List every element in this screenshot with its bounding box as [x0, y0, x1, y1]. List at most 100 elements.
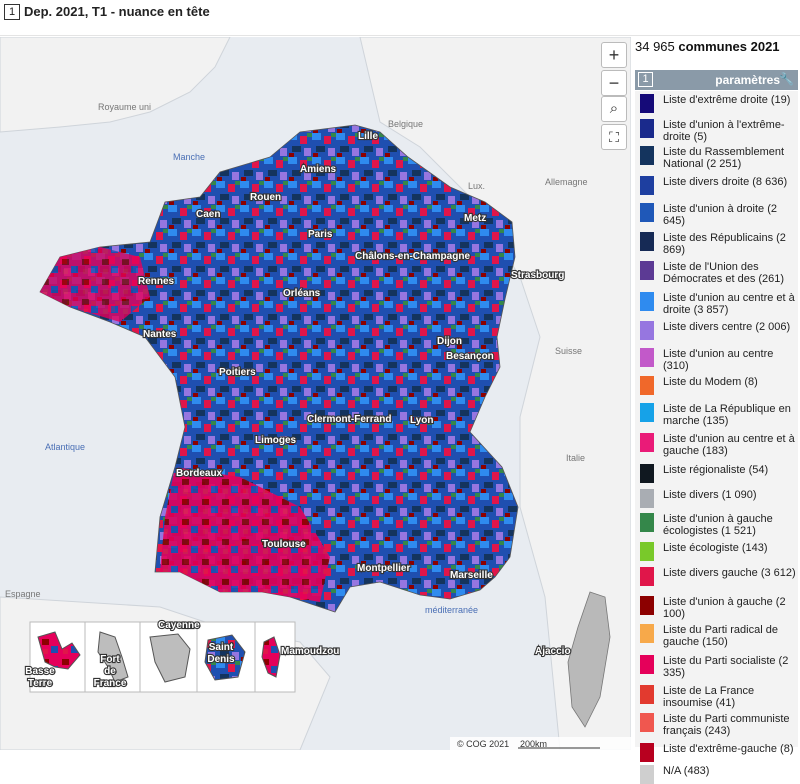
legend-swatch [640, 513, 654, 532]
legend-swatch [640, 464, 654, 483]
legend-label: Liste régionaliste (54) [663, 464, 769, 476]
legend-swatch [640, 685, 654, 704]
legend-panel: 34 965 communes 2021 1 paramètres 🔧 List… [633, 37, 800, 784]
zoom-out-button[interactable]: − [601, 70, 627, 96]
legend-swatch [640, 567, 654, 586]
label-atlantique: Atlantique [45, 442, 85, 452]
legend-label: Liste d'union à gauche écologistes (1 52… [663, 513, 773, 537]
legend-label: Liste divers droite (8 636) [663, 176, 788, 188]
legend-label: Liste d'union à l'extrême-droite (5) [663, 119, 785, 143]
label-it: Italie [566, 453, 585, 463]
legend-label: Liste de l'Union des Démocrates et des (… [663, 261, 785, 285]
legend-label: Liste divers centre (2 006) [663, 321, 791, 333]
legend-label: N/A (483) [663, 765, 710, 777]
guyane-inset[interactable] [149, 633, 191, 683]
label-med: méditerranée [425, 605, 478, 615]
search-icon[interactable]: ⌕ [601, 96, 627, 122]
legend-swatch [640, 376, 654, 395]
legend-swatch [640, 765, 654, 784]
legend-swatch [640, 321, 654, 340]
parameters-bar[interactable]: 1 paramètres 🔧 [635, 70, 798, 90]
legend-label: Liste d'extrême-gauche (8) [663, 743, 794, 755]
inset-fort-de-france: Fort de France [94, 654, 127, 689]
legend-swatch [640, 146, 654, 165]
legend-swatch [640, 655, 654, 674]
attribution: © COG 2021 [457, 739, 509, 749]
scale-label: 200km [520, 739, 547, 749]
legend-list: Liste d'extrême droite (19) Liste d'union… [635, 91, 798, 784]
legend-label: Liste du Rassemblement National (2 251) [663, 146, 785, 170]
city-dijon: Dijon [437, 336, 462, 347]
mayotte-inset[interactable] [261, 636, 281, 678]
legend-swatch [640, 403, 654, 422]
label-es: Espagne [5, 589, 41, 599]
legend-label: Liste divers (1 090) [663, 489, 757, 501]
legend-label: Liste du Modem (8) [663, 376, 758, 388]
zoom-in-button[interactable]: + [601, 42, 627, 68]
city-metz: Metz [464, 213, 486, 224]
legend-swatch [640, 94, 654, 113]
legend-swatch [640, 596, 654, 615]
city-nantes: Nantes [143, 329, 177, 340]
city-rouen: Rouen [250, 192, 281, 203]
city-ajaccio: Ajaccio [535, 646, 571, 657]
corsica[interactable] [567, 591, 611, 728]
communes-count: 34 965 communes 2021 [635, 39, 780, 54]
legend-label: Liste de La France insoumise (41) [663, 685, 755, 709]
martinique-inset[interactable] [97, 631, 129, 683]
legend-label: Liste d'extrême droite (19) [663, 94, 791, 106]
france-mainland[interactable] [39, 124, 519, 613]
city-amiens: Amiens [300, 164, 337, 175]
city-limoges: Limoges [255, 435, 297, 446]
fullscreen-icon[interactable]: ⛶ [601, 124, 627, 150]
label-be: Belgique [388, 119, 423, 129]
city-besancon: Besançon [446, 351, 494, 362]
city-strasbourg: Strasbourg [511, 270, 564, 281]
params-label[interactable]: paramètres [715, 73, 780, 87]
legend-label: Liste divers gauche (3 612) [663, 567, 796, 579]
label-manche: Manche [173, 152, 205, 162]
legend-swatch [640, 713, 654, 732]
legend-swatch [640, 348, 654, 367]
legend-swatch [640, 489, 654, 508]
legend-swatch [640, 433, 654, 452]
city-caen: Caen [196, 209, 220, 220]
city-lyon: Lyon [410, 415, 434, 426]
city-marseille: Marseille [450, 570, 493, 581]
city-orleans: Orléans [283, 288, 321, 299]
city-toulouse: Toulouse [262, 539, 306, 550]
brittany-region [40, 247, 150, 322]
map-area[interactable]: Royaume uni Belgique Lux. Allemagne Suis… [0, 37, 631, 750]
label-de: Allemagne [545, 177, 588, 187]
city-bordeaux: Bordeaux [176, 468, 223, 479]
guadeloupe-inset[interactable] [37, 631, 81, 670]
legend-label: Liste écologiste (143) [663, 542, 768, 554]
legend-swatch [640, 292, 654, 311]
city-rennes: Rennes [138, 276, 175, 287]
legend-swatch [640, 542, 654, 561]
inset-basse-terre: Basse Terre [25, 666, 55, 689]
legend-swatch [640, 261, 654, 280]
legend-label: Liste d'union au centre et à droite (3 8… [663, 292, 795, 316]
legend-label: Liste du Parti communiste français (243) [663, 713, 790, 737]
reunion-inset[interactable] [204, 634, 246, 681]
view-number[interactable]: 1 [4, 4, 20, 20]
wrench-icon[interactable]: 🔧 [779, 72, 794, 86]
params-number[interactable]: 1 [638, 72, 653, 87]
legend-label: Liste d'union au centre et à gauche (183… [663, 433, 795, 457]
label-uk: Royaume uni [98, 102, 151, 112]
inset-mamoudzou: Mamoudzou [281, 646, 339, 657]
city-lille: Lille [358, 131, 378, 142]
city-chalons: Châlons-en-Champagne [355, 251, 470, 262]
uk-landmass [0, 37, 231, 133]
legend-label: Liste d'union à gauche (2 100) [663, 596, 786, 620]
city-clermont: Clermont-Ferrand [307, 414, 391, 425]
city-poitiers: Poitiers [219, 367, 256, 378]
count-number: 34 965 [635, 39, 675, 54]
legend-label: Liste d'union au centre (310) [663, 348, 774, 372]
legend-label: Liste d'union à droite (2 645) [663, 203, 778, 227]
inset-cayenne: Cayenne [158, 620, 200, 631]
label-lux: Lux. [468, 181, 485, 191]
city-paris: Paris [308, 229, 333, 240]
legend-label: Liste des Républicains (2 869) [663, 232, 786, 256]
